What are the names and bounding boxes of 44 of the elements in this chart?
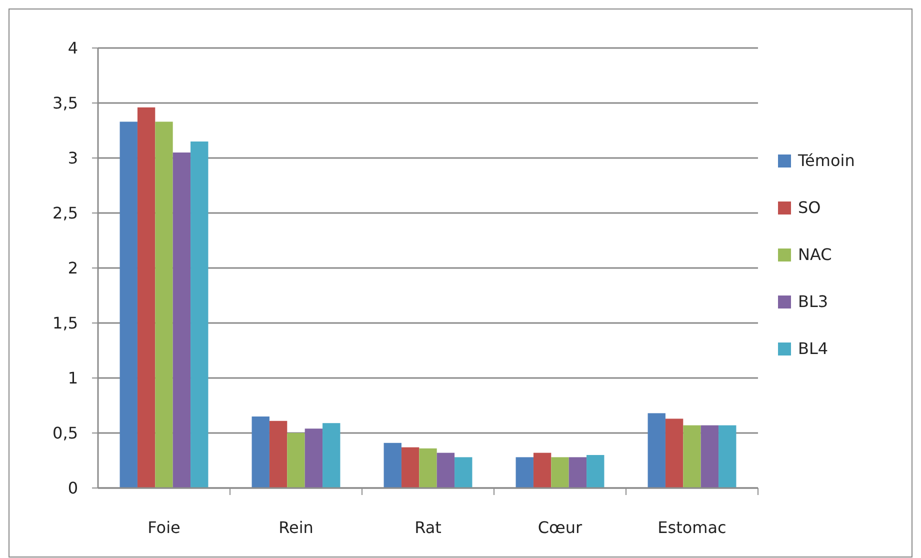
bar bbox=[516, 457, 534, 488]
y-tick-label: 1,5 bbox=[52, 314, 78, 333]
bar bbox=[454, 457, 472, 488]
bar bbox=[718, 425, 736, 488]
bar bbox=[269, 420, 288, 488]
y-tick-label: 2 bbox=[68, 258, 78, 278]
legend-label: SO bbox=[798, 198, 821, 218]
bar bbox=[252, 416, 270, 488]
bar bbox=[700, 425, 719, 488]
bar bbox=[436, 452, 455, 488]
x-tick-label: Rat bbox=[414, 518, 442, 537]
bar bbox=[137, 107, 156, 488]
bar bbox=[533, 452, 552, 488]
x-tick-label: Cœur bbox=[538, 518, 583, 537]
y-tick-label: 2,5 bbox=[52, 204, 78, 223]
bar bbox=[586, 455, 604, 488]
y-tick-label: 4 bbox=[68, 38, 78, 58]
legend-label: Témoin bbox=[797, 151, 855, 170]
bar bbox=[648, 413, 666, 488]
y-tick-label: 1 bbox=[68, 368, 78, 388]
bar bbox=[419, 448, 437, 488]
bar bbox=[665, 418, 684, 488]
bar bbox=[190, 142, 208, 488]
bar bbox=[287, 433, 305, 488]
y-tick-label: 0 bbox=[68, 478, 78, 498]
x-tick-label: Foie bbox=[148, 518, 180, 537]
bar bbox=[568, 457, 587, 488]
x-tick-label: Rein bbox=[278, 518, 314, 537]
legend-label: NAC bbox=[798, 245, 832, 264]
bar bbox=[172, 152, 191, 488]
x-tick-label: Estomac bbox=[658, 518, 726, 537]
bar bbox=[155, 122, 173, 488]
y-tick-label: 3,5 bbox=[52, 94, 78, 113]
bar bbox=[384, 442, 402, 488]
bar bbox=[120, 122, 138, 488]
bar bbox=[683, 425, 701, 488]
legend-label: BL3 bbox=[798, 292, 828, 312]
legend-label: BL4 bbox=[798, 339, 828, 358]
y-tick-label: 0,5 bbox=[52, 424, 78, 443]
y-tick-label: 3 bbox=[68, 148, 78, 168]
bar bbox=[304, 428, 323, 488]
bar bbox=[551, 457, 569, 488]
bar bbox=[322, 423, 340, 488]
bar bbox=[401, 447, 420, 488]
